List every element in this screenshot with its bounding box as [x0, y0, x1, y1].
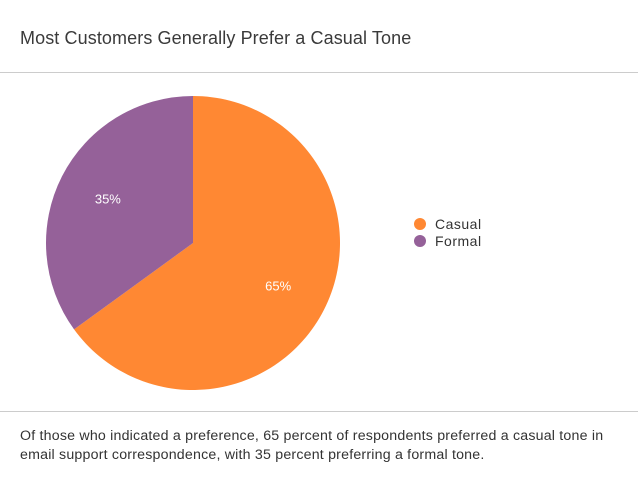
- header-divider: [0, 72, 638, 73]
- footer-divider: [0, 411, 638, 412]
- pie-slice-casual[interactable]: [74, 96, 341, 390]
- legend-item-formal[interactable]: Formal: [414, 232, 482, 249]
- chart-legend: Casual Formal: [414, 215, 482, 249]
- chart-caption: Of those who indicated a preference, 65 …: [20, 428, 604, 463]
- pie-chart: 65% 35%: [46, 96, 341, 390]
- legend-swatch-casual: [414, 217, 426, 230]
- legend-label-casual: Casual: [435, 215, 482, 232]
- data-label-formal: 35%: [95, 192, 121, 207]
- legend-label-formal: Formal: [435, 232, 482, 249]
- data-label-casual: 65%: [265, 278, 291, 293]
- legend-swatch-formal: [414, 234, 426, 247]
- pie-slice-formal[interactable]: [46, 96, 194, 330]
- legend-item-casual[interactable]: Casual: [414, 215, 482, 232]
- chart-title: Most Customers Generally Prefer a Casual…: [20, 28, 412, 48]
